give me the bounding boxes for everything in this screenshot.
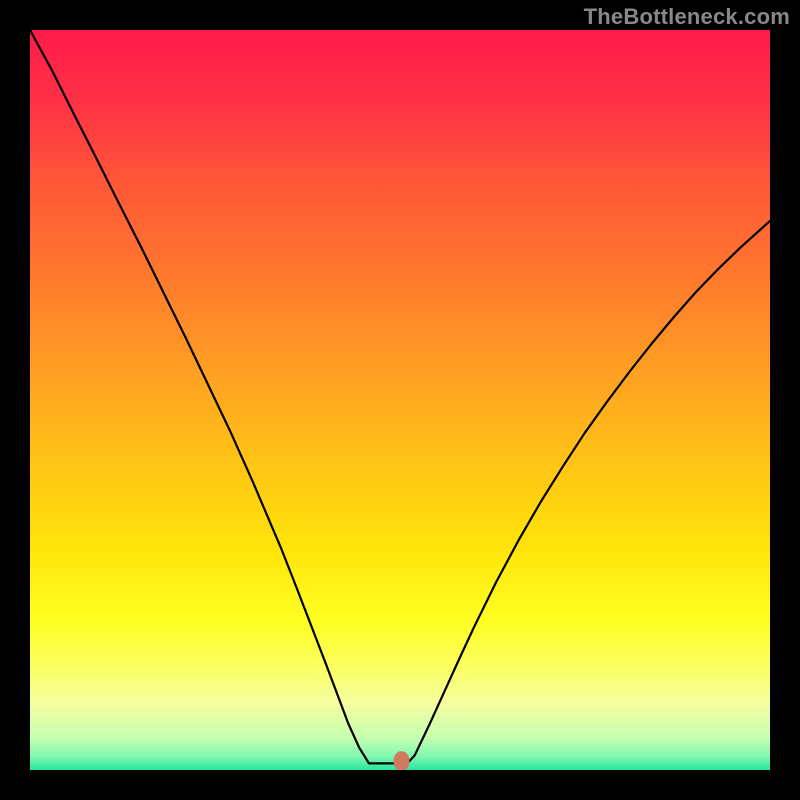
gradient-background <box>30 30 770 770</box>
plot-area <box>30 30 770 770</box>
chart-frame: TheBottleneck.com <box>0 0 800 800</box>
watermark-text: TheBottleneck.com <box>584 4 790 30</box>
chart-svg <box>30 30 770 770</box>
